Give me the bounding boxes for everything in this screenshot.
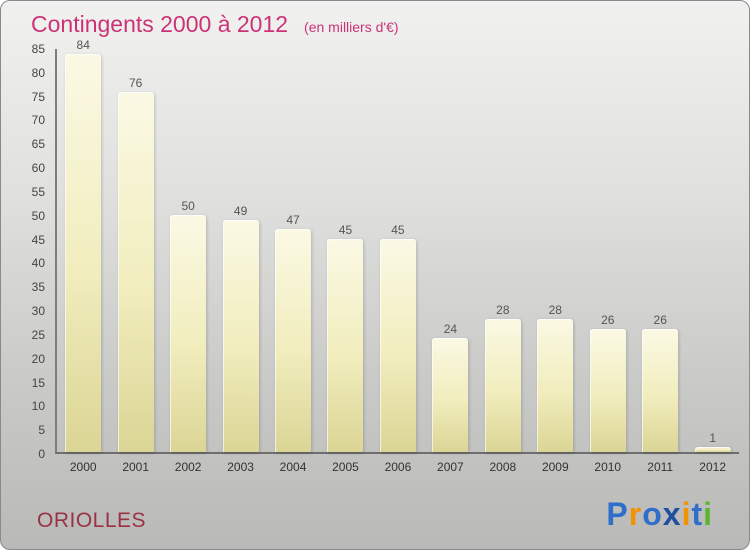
y-tick-label: 35 — [31, 280, 45, 295]
bar-group: 45 2006 — [373, 49, 422, 474]
y-axis: 0 5 10 15 20 25 30 35 40 45 50 55 60 65 70 75 80 85 — [13, 42, 55, 461]
bar-group: 28 2009 — [531, 49, 580, 474]
bar-group: 76 2001 — [111, 49, 160, 474]
y-tick-label: 0 — [38, 447, 45, 461]
bar-value-label: 24 — [443, 322, 458, 337]
x-tick-label: 2009 — [541, 460, 569, 474]
x-tick-label: 2008 — [489, 460, 517, 474]
bar — [484, 319, 521, 452]
y-tick-label: 5 — [38, 423, 45, 438]
x-tick-label: 2001 — [122, 460, 150, 474]
bar-value-label: 45 — [391, 222, 405, 237]
bar-group: 24 2007 — [426, 49, 475, 474]
bar-value-label: 1 — [709, 431, 716, 446]
bar-group: 84 2000 — [59, 38, 108, 474]
y-tick-label: 20 — [31, 351, 45, 366]
bar-value-label: 26 — [653, 312, 667, 327]
bar — [275, 229, 312, 452]
y-tick-label: 85 — [31, 42, 45, 56]
y-tick-label: 40 — [31, 256, 45, 271]
bar-value-label: 76 — [128, 75, 143, 90]
x-tick-label: 2000 — [69, 460, 97, 474]
bar — [379, 238, 416, 452]
bar-group: 47 2004 — [268, 49, 317, 474]
y-tick-label: 45 — [31, 232, 45, 247]
bar-value-label: 47 — [286, 213, 300, 228]
x-tick-label: 2011 — [647, 460, 674, 474]
x-tick-label: 2004 — [279, 460, 307, 474]
x-tick-label: 2005 — [332, 460, 359, 474]
chart-title: Contingents 2000 à 2012 — [31, 11, 289, 37]
bar-group: 26 2010 — [583, 49, 632, 474]
y-tick-label: 55 — [31, 184, 45, 199]
y-tick-label: 15 — [31, 375, 45, 390]
logo-letter: o — [642, 496, 663, 532]
x-tick-label: 2006 — [384, 460, 412, 474]
bar-group: 28 2008 — [478, 49, 527, 474]
bar-value-label: 50 — [181, 198, 195, 213]
place-label: ORIOLLES — [37, 509, 147, 532]
bar-group: 45 2005 — [321, 49, 370, 474]
bar — [694, 447, 731, 452]
bar-value-label: 28 — [548, 303, 562, 318]
chart-subtitle: (en milliers d'€) — [304, 19, 399, 35]
bar-group: 49 2003 — [216, 49, 265, 474]
logo-letter: t — [691, 496, 704, 532]
x-tick-label: 2010 — [594, 460, 622, 474]
x-tick-label: 2003 — [227, 460, 254, 474]
x-tick-label: 2007 — [437, 460, 464, 474]
bar-group: 26 2011 — [636, 49, 685, 474]
bar — [642, 328, 679, 452]
bar — [327, 238, 364, 452]
y-tick-label: 10 — [31, 399, 45, 414]
bars-container: 84 2000 76 2001 50 2002 49 2003 47 2004 45 2005 45 20… — [57, 38, 739, 474]
x-tick-label: 2002 — [174, 460, 202, 474]
y-tick-label: 80 — [31, 65, 45, 80]
x-tick-label: 2012 — [699, 460, 726, 474]
y-tick-label: 65 — [31, 137, 45, 152]
bar — [537, 319, 574, 452]
chart-header: Contingents 2000 à 2012 (en milliers d'€… — [31, 11, 399, 38]
chart-area: 0 5 10 15 20 25 30 35 40 45 50 55 60 65 70 75 80 85 84 200… — [13, 38, 739, 474]
logo-letter: i — [681, 496, 692, 532]
proxiti-logo: Proxiti — [606, 496, 713, 533]
bar — [117, 91, 154, 452]
bar — [65, 53, 102, 452]
bar — [222, 219, 259, 452]
plot-area: 84 2000 76 2001 50 2002 49 2003 47 2004 45 2005 45 20… — [55, 38, 739, 474]
bar-value-label: 84 — [76, 37, 90, 52]
logo-letter: P — [606, 496, 629, 532]
bar-value-label: 45 — [338, 222, 353, 237]
logo-letter: i — [703, 496, 713, 532]
bar — [170, 214, 207, 452]
bar-group: 1 2012 — [688, 49, 737, 474]
logo-letter: x — [662, 496, 682, 532]
bar-group: 50 2002 — [164, 49, 213, 474]
y-tick-label: 75 — [31, 89, 45, 104]
y-tick-label: 30 — [31, 304, 45, 319]
logo-letter: r — [628, 496, 643, 532]
bar-value-label: 26 — [601, 312, 615, 327]
footer: ORIOLLES Proxiti — [1, 496, 749, 533]
bar-value-label: 28 — [496, 303, 510, 318]
bar — [432, 338, 469, 452]
y-tick-label: 50 — [31, 208, 45, 223]
bar-value-label: 49 — [233, 203, 248, 218]
y-tick-label: 70 — [31, 113, 45, 128]
y-tick-label: 25 — [31, 327, 45, 342]
y-tick-label: 60 — [31, 161, 45, 176]
bar — [589, 328, 626, 452]
